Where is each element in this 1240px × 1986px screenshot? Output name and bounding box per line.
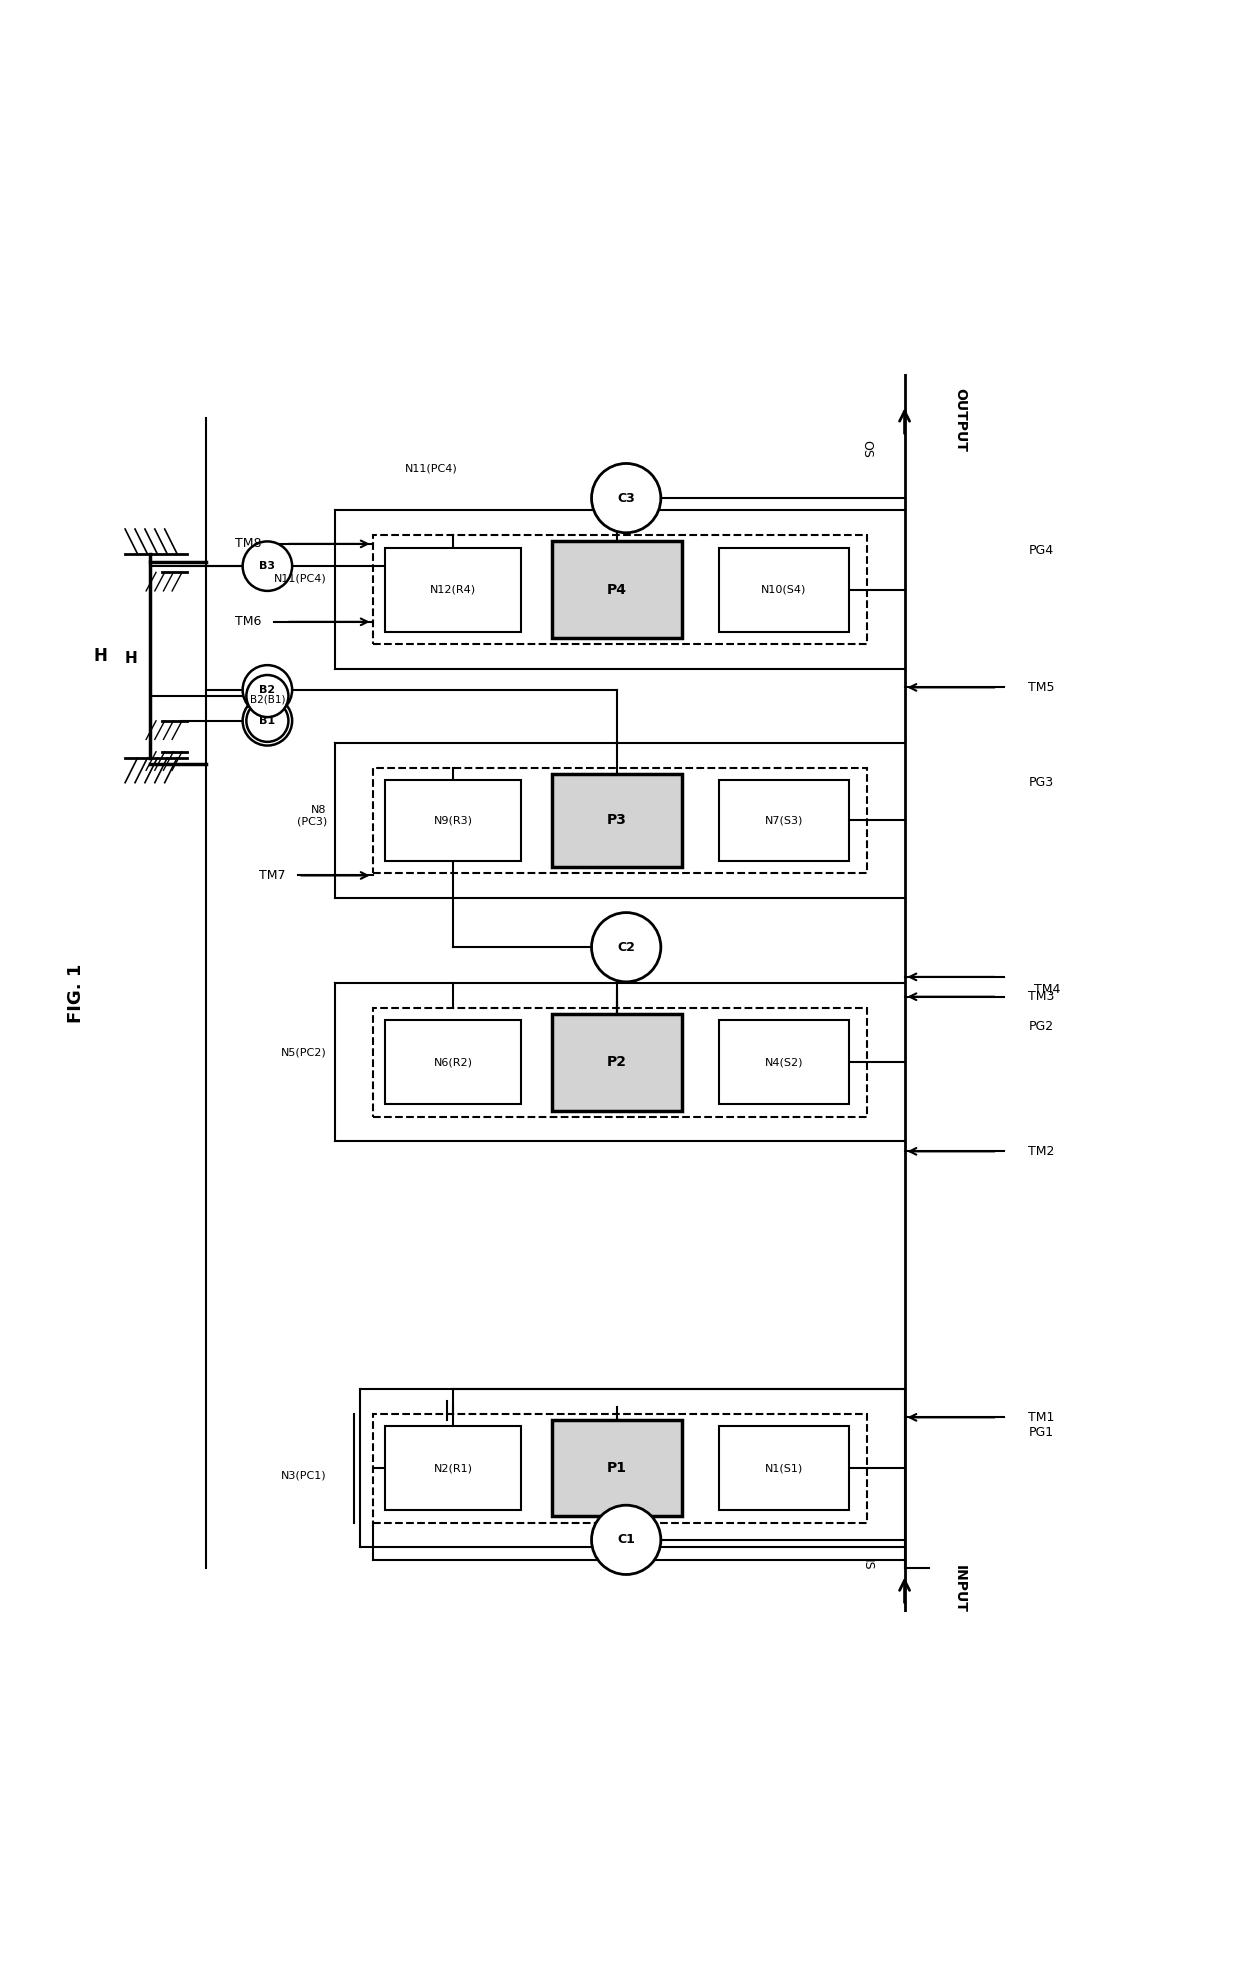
Text: N5(PC2): N5(PC2) [281,1047,327,1057]
Text: INPUT: INPUT [954,1565,967,1613]
Text: N8
(PC3): N8 (PC3) [296,804,327,826]
Text: TM3: TM3 [1028,991,1055,1003]
Text: TM4: TM4 [1034,983,1061,995]
Text: B2(B1): B2(B1) [249,695,285,705]
Text: P2: P2 [606,1055,627,1068]
Text: PG3: PG3 [1028,777,1054,788]
Text: C3: C3 [618,493,635,504]
Circle shape [243,695,293,745]
Text: N4(S2): N4(S2) [765,1057,804,1066]
Text: H: H [125,651,138,667]
Circle shape [591,463,661,532]
Text: B2: B2 [259,685,275,695]
Text: C1: C1 [618,1533,635,1547]
Text: OS: OS [861,439,874,457]
Bar [552,542,682,638]
Bar [719,1021,849,1104]
Text: N6(R2): N6(R2) [434,1057,472,1066]
Bar [384,548,521,632]
Circle shape [591,1505,661,1575]
Text: P1: P1 [606,1462,627,1476]
Circle shape [247,675,289,717]
Text: OUTPUT: OUTPUT [954,387,967,453]
Text: P3: P3 [606,814,627,828]
Text: TM6: TM6 [234,616,262,628]
Bar [552,1420,682,1517]
Text: PG1: PG1 [1028,1426,1054,1438]
Text: PG2: PG2 [1028,1021,1054,1033]
Text: N10(S4): N10(S4) [761,584,806,594]
Bar [552,1015,682,1110]
Text: N11(PC4): N11(PC4) [405,463,458,473]
Circle shape [243,542,293,592]
Text: N11(PC4): N11(PC4) [274,574,327,584]
Text: TM5: TM5 [1028,681,1055,693]
Text: TM8: TM8 [234,538,262,550]
Bar [384,1426,521,1509]
Bar [552,775,682,866]
Text: IS: IS [861,1559,874,1571]
Bar [372,769,868,874]
Text: TM2: TM2 [1028,1144,1055,1158]
Text: H: H [93,647,108,665]
Text: P4: P4 [606,582,627,596]
Bar [719,548,849,632]
Text: N9(R3): N9(R3) [434,816,472,826]
Text: FIG. 1: FIG. 1 [67,963,84,1023]
Bar [384,1021,521,1104]
Text: PG4: PG4 [1028,544,1054,556]
Text: N1(S1): N1(S1) [765,1464,804,1474]
Circle shape [243,665,293,715]
Text: N3(PC1): N3(PC1) [281,1470,327,1480]
Circle shape [247,699,289,743]
Bar [719,780,849,860]
Text: N12(R4): N12(R4) [430,584,476,594]
Bar [372,536,868,643]
Text: C2: C2 [618,941,635,953]
Text: B3: B3 [259,562,275,572]
Bar [372,1007,868,1116]
Text: TM1: TM1 [1028,1410,1055,1424]
Text: N2(R1): N2(R1) [434,1464,472,1474]
Bar [384,780,521,860]
Bar [372,1414,868,1523]
Text: TM7: TM7 [259,870,286,882]
Text: B1: B1 [259,715,275,725]
Circle shape [591,914,661,981]
Bar [719,1426,849,1509]
Text: N7(S3): N7(S3) [765,816,804,826]
